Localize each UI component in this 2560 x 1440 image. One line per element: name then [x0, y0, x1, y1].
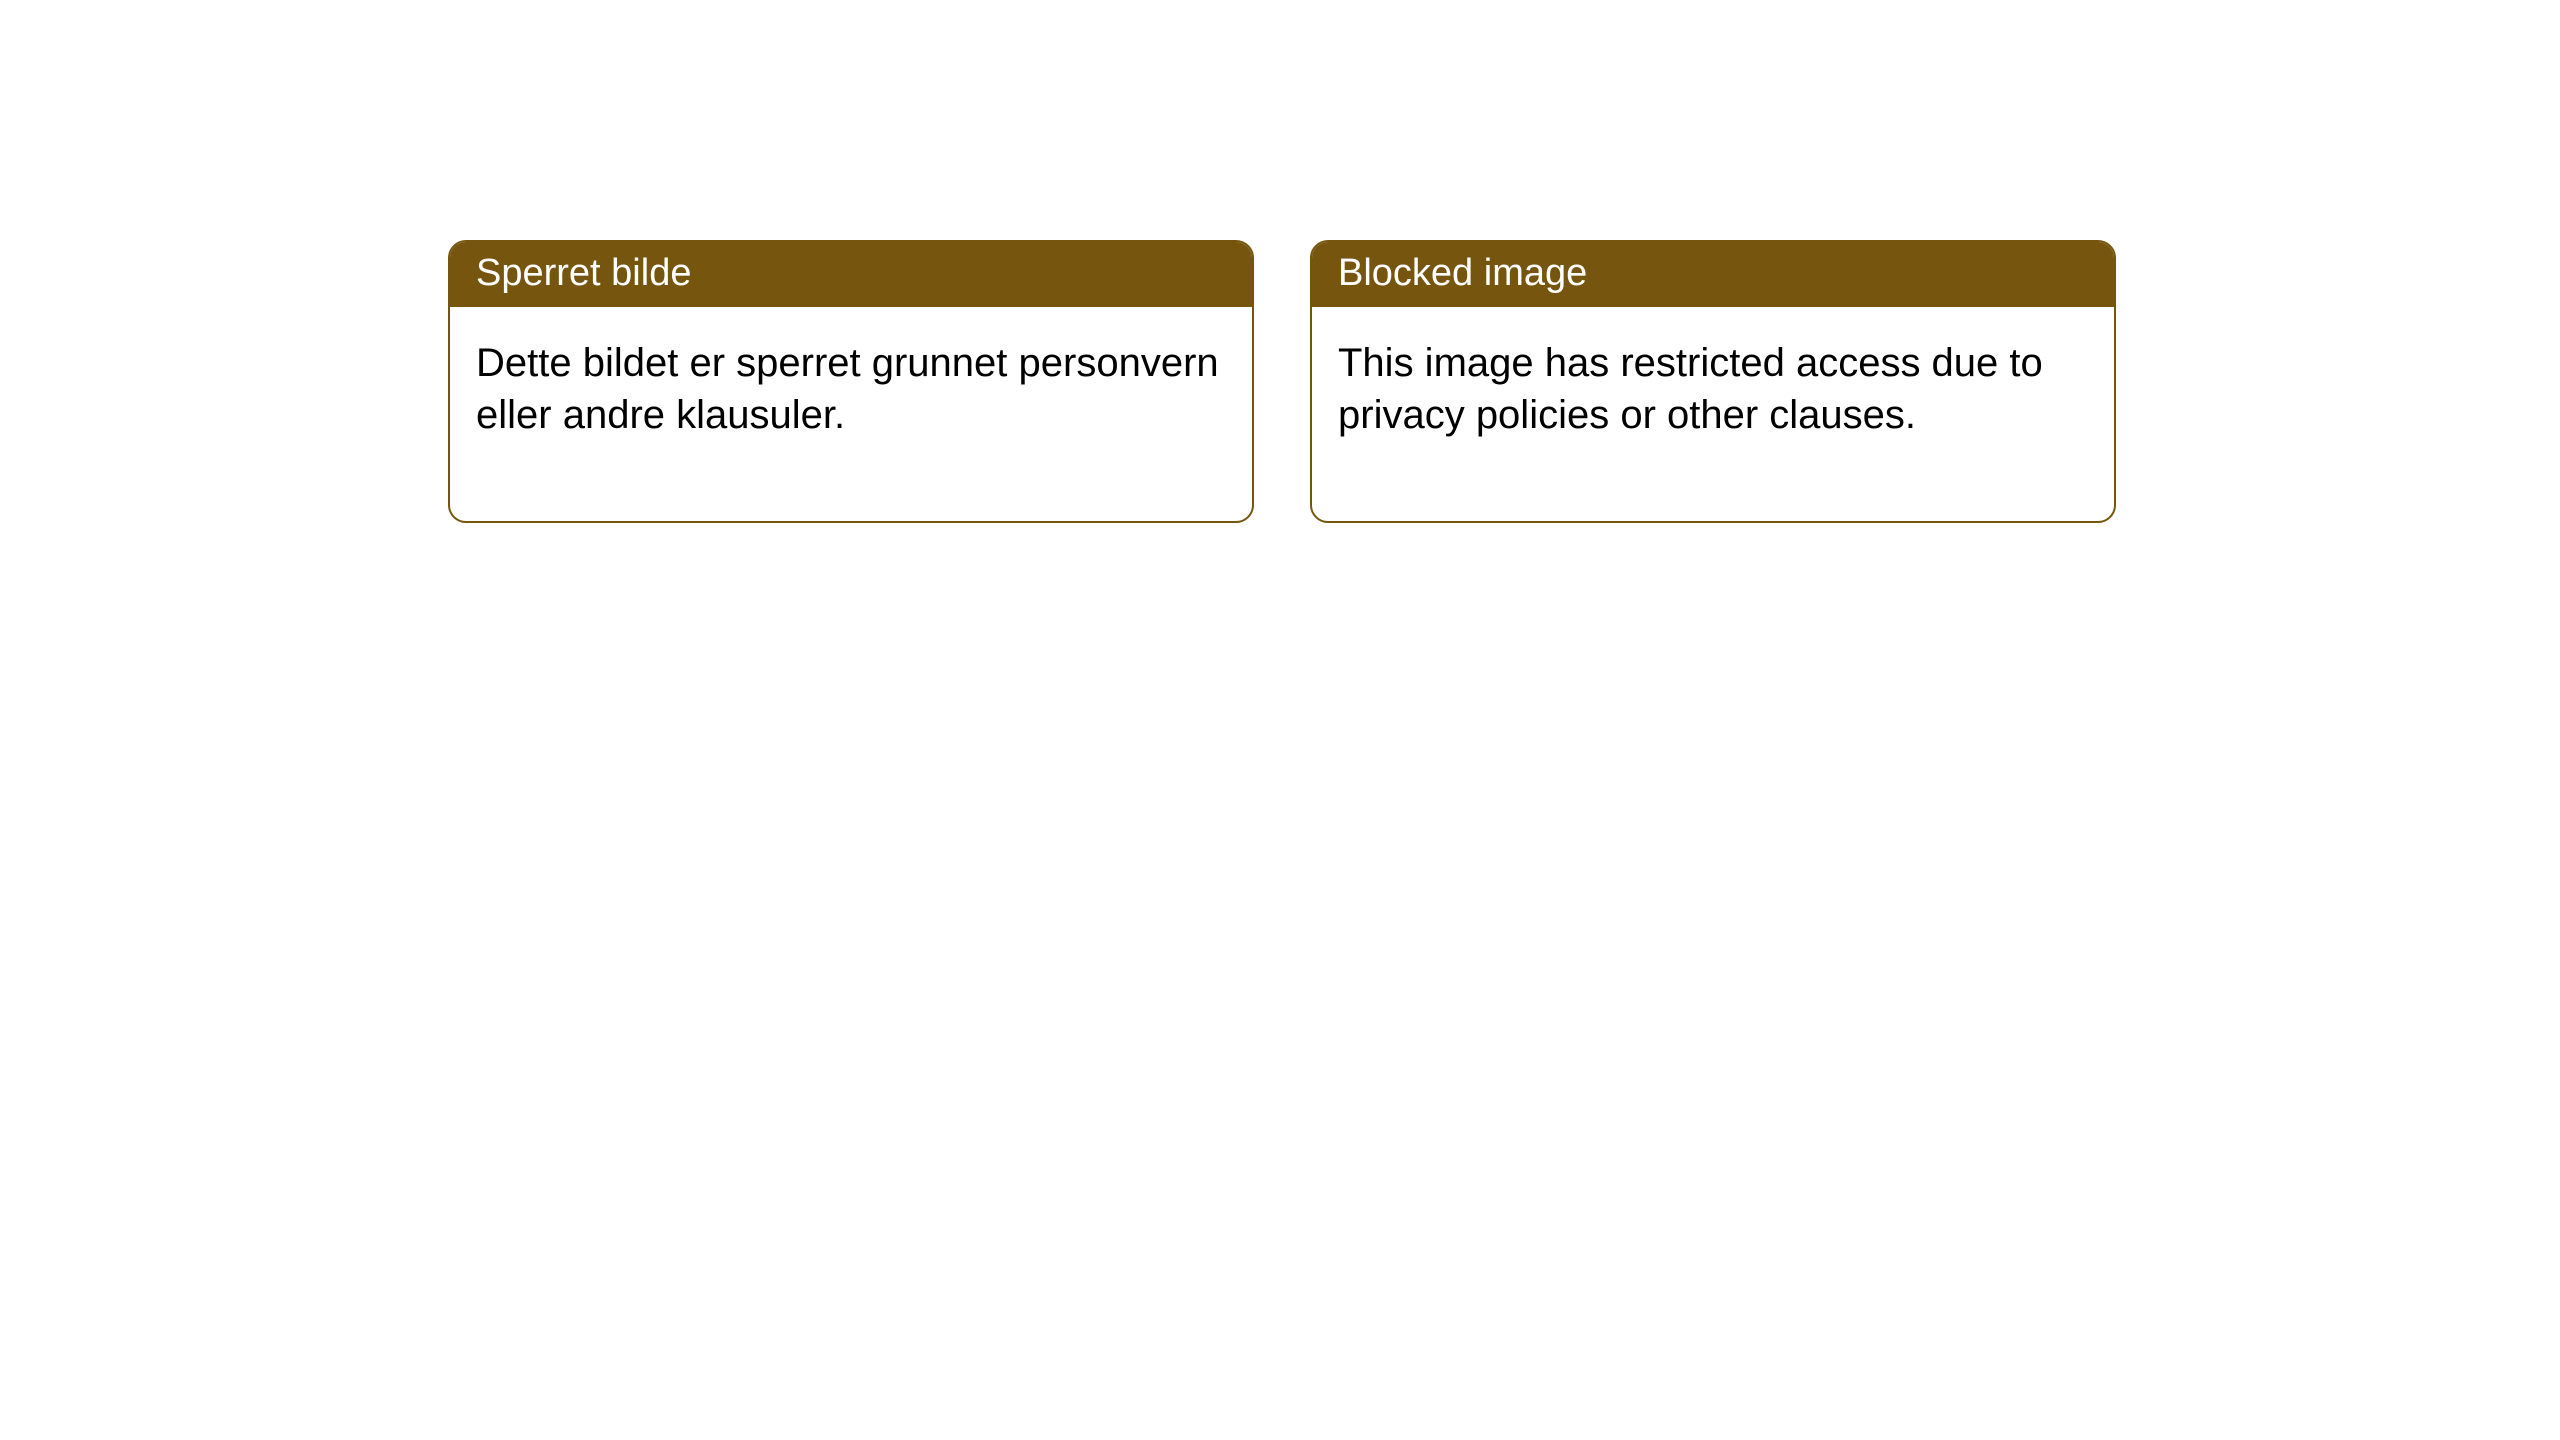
- card-body: Dette bildet er sperret grunnet personve…: [450, 307, 1252, 521]
- card-header: Blocked image: [1312, 242, 2114, 307]
- notice-container: Sperret bilde Dette bildet er sperret gr…: [0, 0, 2560, 523]
- notice-card-english: Blocked image This image has restricted …: [1310, 240, 2116, 523]
- notice-card-norwegian: Sperret bilde Dette bildet er sperret gr…: [448, 240, 1254, 523]
- card-body: This image has restricted access due to …: [1312, 307, 2114, 521]
- card-header: Sperret bilde: [450, 242, 1252, 307]
